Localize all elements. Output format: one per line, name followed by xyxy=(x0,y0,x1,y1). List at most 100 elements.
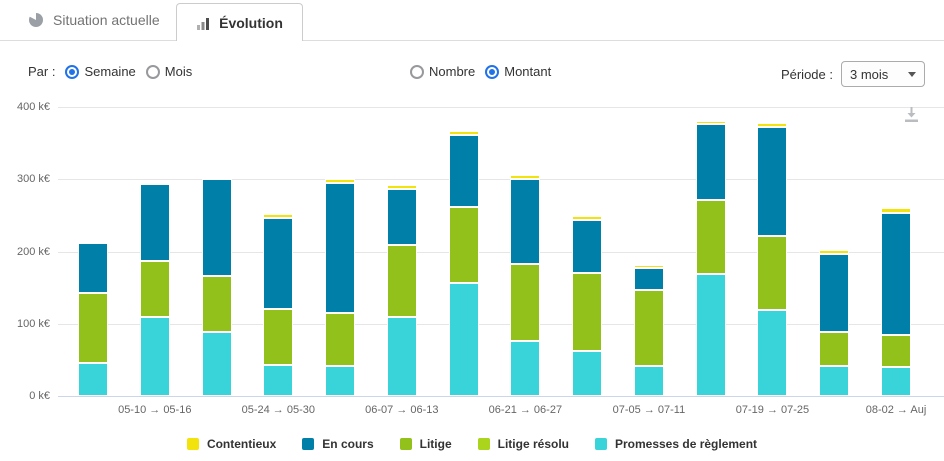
bar-segment[interactable] xyxy=(448,206,479,283)
gridline-300 xyxy=(58,179,944,181)
bar-segment[interactable] xyxy=(695,200,726,274)
bar-week-9 xyxy=(572,216,603,396)
bar-segment[interactable] xyxy=(386,317,417,396)
par-label: Par : xyxy=(28,64,56,79)
legend-item[interactable]: Promesses de règlement xyxy=(594,437,758,451)
bar-segment[interactable] xyxy=(201,179,232,277)
legend-label: Promesses de règlement xyxy=(614,437,758,451)
bar-segment[interactable] xyxy=(386,185,417,190)
bar-segment[interactable] xyxy=(633,289,664,367)
legend-color-chip xyxy=(302,438,315,450)
legend-label: Contentieux xyxy=(206,437,277,451)
bar-segment[interactable] xyxy=(819,250,850,255)
tab-situation-label: Situation actuelle xyxy=(53,12,160,28)
bar-segment[interactable] xyxy=(572,220,603,274)
bar-segment[interactable] xyxy=(325,366,356,396)
x-axis-tick-label: 06-21 → 06-27 xyxy=(488,404,563,416)
download-icon[interactable] xyxy=(901,104,922,125)
radio-semaine-button[interactable] xyxy=(65,64,80,79)
bar-segment[interactable] xyxy=(757,126,788,237)
x-axis-tick-label: 05-24 → 05-30 xyxy=(241,404,315,416)
bar-segment[interactable] xyxy=(139,183,170,261)
radio-nombre[interactable]: Nombre xyxy=(410,64,475,79)
y-axis-tick-label: 300 k€ xyxy=(16,173,50,186)
bar-segment[interactable] xyxy=(386,244,417,318)
bar-segment[interactable] xyxy=(325,182,356,313)
bar-segment[interactable] xyxy=(325,312,356,367)
bar-segment[interactable] xyxy=(201,332,232,396)
bar-segment[interactable] xyxy=(78,293,108,364)
x-axis-tick-label: 07-05 → 07-11 xyxy=(612,404,686,416)
bar-week-1 xyxy=(78,240,108,396)
radio-mois[interactable]: Mois xyxy=(145,64,193,79)
bar-segment[interactable] xyxy=(757,310,788,396)
radio-montant[interactable]: Montant xyxy=(485,64,551,79)
legend-item[interactable]: Contentieux xyxy=(186,437,277,451)
radio-mois-label: Mois xyxy=(164,64,193,79)
bar-segment[interactable] xyxy=(572,273,603,352)
radio-montant-button[interactable] xyxy=(485,64,500,79)
bar-segment[interactable] xyxy=(881,367,911,396)
bar-segment[interactable] xyxy=(633,268,664,290)
radio-nombre-button[interactable] xyxy=(410,64,424,79)
tab-evolution-label: Évolution xyxy=(219,14,283,31)
bar-segment[interactable] xyxy=(881,208,911,213)
bar-segment[interactable] xyxy=(78,363,108,396)
bar-segment[interactable] xyxy=(201,276,232,333)
bar-segment[interactable] xyxy=(510,179,541,264)
bar-segment[interactable] xyxy=(695,273,726,396)
bar-segment[interactable] xyxy=(695,124,726,201)
bar-week-10 xyxy=(633,264,664,396)
bar-week-2 xyxy=(139,183,170,396)
radio-nombre-label: Nombre xyxy=(429,64,476,79)
bar-segment[interactable] xyxy=(572,351,603,396)
bar-segment[interactable] xyxy=(263,213,294,218)
bar-segment[interactable] xyxy=(78,242,108,294)
bar-segment[interactable] xyxy=(448,135,479,207)
bar-segment[interactable] xyxy=(139,260,170,317)
periode-select[interactable]: 3 mois xyxy=(841,61,925,87)
tab-bar: Situation actuelle Évolution xyxy=(0,0,944,42)
legend-label: En cours xyxy=(322,437,374,451)
legend-color-chip xyxy=(477,438,490,450)
bar-week-3 xyxy=(201,179,232,396)
bar-segment[interactable] xyxy=(510,263,541,342)
bar-week-8 xyxy=(510,174,541,396)
bar-segment[interactable] xyxy=(386,189,417,245)
legend-item[interactable]: Litige résolu xyxy=(477,437,569,451)
bar-segment[interactable] xyxy=(881,335,911,368)
bar-segment[interactable] xyxy=(633,366,664,396)
gridline-200 xyxy=(58,251,944,253)
group-by-controls: Par : Semaine Mois xyxy=(28,64,192,79)
bar-week-12 xyxy=(757,122,788,396)
bar-segment[interactable] xyxy=(819,332,850,367)
bar-segment[interactable] xyxy=(510,174,541,180)
bar-segment[interactable] xyxy=(819,366,850,396)
legend-item[interactable]: Litige xyxy=(399,437,452,451)
bar-segment[interactable] xyxy=(881,212,911,336)
bar-segment[interactable] xyxy=(263,364,294,396)
bar-week-13 xyxy=(819,250,850,396)
bar-segment[interactable] xyxy=(695,120,726,125)
bar-segment[interactable] xyxy=(633,264,664,269)
radio-semaine[interactable]: Semaine xyxy=(65,64,136,79)
bar-segment[interactable] xyxy=(757,236,788,311)
bar-segment[interactable] xyxy=(819,254,850,333)
y-axis-tick-label: 400 k€ xyxy=(16,101,50,113)
bar-segment[interactable] xyxy=(448,282,479,396)
radio-semaine-label: Semaine xyxy=(84,64,136,79)
bar-segment[interactable] xyxy=(263,309,294,365)
bar-segment[interactable] xyxy=(139,316,170,396)
bar-segment[interactable] xyxy=(448,130,479,136)
tab-situation-actuelle[interactable]: Situation actuelle xyxy=(28,0,160,40)
bar-segment[interactable] xyxy=(572,216,603,221)
bar-segment[interactable] xyxy=(263,217,294,310)
bar-segment[interactable] xyxy=(78,240,108,243)
bar-segment[interactable] xyxy=(757,122,788,127)
radio-mois-button[interactable] xyxy=(145,64,160,79)
x-axis-tick-label: 08-02 → Auj xyxy=(865,404,927,416)
bar-segment[interactable] xyxy=(325,179,356,183)
bar-segment[interactable] xyxy=(510,341,541,396)
legend-item[interactable]: En cours xyxy=(302,437,374,451)
tab-evolution[interactable]: Évolution xyxy=(176,3,303,42)
